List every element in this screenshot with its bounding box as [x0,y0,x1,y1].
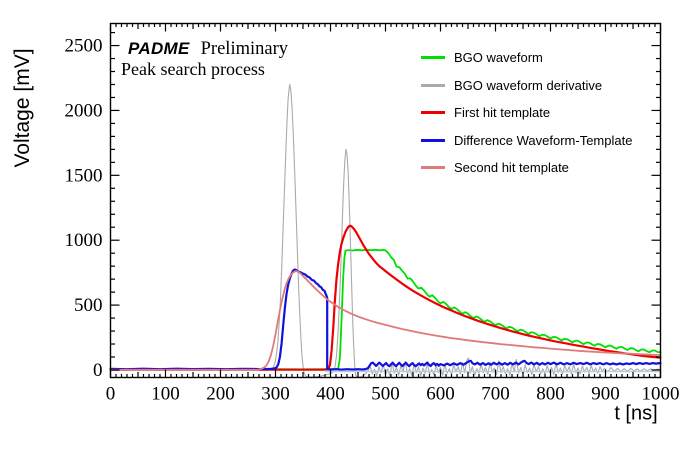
legend-label-second-hit-template: Second hit template [454,160,569,176]
x-tick-label: 600 [426,384,455,405]
x-tick-label: 400 [316,384,345,405]
x-tick-label: 300 [261,384,290,405]
legend-line-icon-first-hit-template [421,111,445,115]
y-tick-label: 500 [74,295,103,316]
experiment-name: PADME [128,39,190,58]
x-tick-label: 1000 [642,384,680,405]
y-axis-title: Voltage [mV] [11,48,34,168]
legend-label-first-hit-template: First hit template [454,105,551,121]
series-bgo-waveform-derivative [109,83,662,378]
x-tick-label: 100 [151,384,180,405]
legend-entry-bgo-waveform: BGO waveform [421,44,632,72]
y-tick-label: 2500 [65,36,103,57]
legend-line-icon-difference-waveform-template [421,138,445,142]
x-axis-title: t [ns] [614,402,658,425]
x-tick-label: 900 [591,384,620,405]
legend-entry-difference-waveform-template: Difference Waveform-Template [421,127,632,155]
series-first-hit-template [109,224,662,371]
x-tick-label: 700 [481,384,510,405]
legend-entry-second-hit-template: Second hit template [421,154,632,182]
legend-entry-bgo-waveform-derivative: BGO waveform derivative [421,72,632,100]
x-tick-label: 500 [371,384,400,405]
x-tick-label: 0 [106,384,116,405]
legend-label-bgo-waveform-derivative: BGO waveform derivative [454,77,603,93]
legend-entry-first-hit-template: First hit template [421,99,632,127]
series-bgo-waveform [109,248,662,371]
y-tick-label: 1500 [65,165,103,186]
preliminary-label: Preliminary [200,39,288,59]
series-second-hit-template [109,270,662,371]
x-tick-label: 800 [536,384,565,405]
y-tick-label: 1000 [65,230,103,251]
legend: BGO waveform BGO waveform derivative First… [421,44,632,182]
plot-title: PADME Preliminary [128,39,288,60]
legend-label-difference-waveform-template: Difference Waveform-Template [454,132,633,148]
legend-line-icon-bgo-waveform-derivative [421,83,445,87]
y-tick-label: 2000 [65,100,103,121]
y-tick-label: 0 [93,360,103,381]
series-difference-waveform-template [109,268,662,371]
plot-subtitle: Peak search process [121,59,265,79]
legend-line-icon-second-hit-template [421,166,445,170]
x-tick-label: 200 [206,384,235,405]
legend-label-bgo-waveform: BGO waveform [454,50,543,66]
legend-line-icon-bgo-waveform [421,56,445,60]
